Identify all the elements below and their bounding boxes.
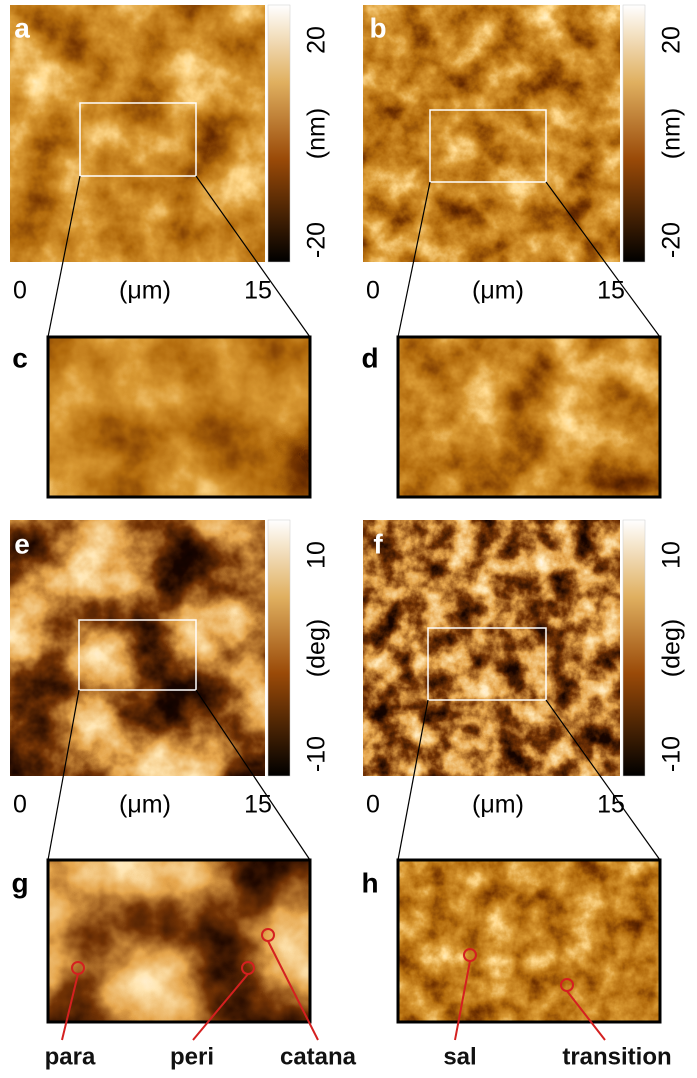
colorbar-min: -20 [303, 222, 331, 258]
colorbar-min: -10 [658, 736, 686, 772]
panel-label: g [11, 867, 28, 898]
colorbar-unit: (deg) [303, 619, 331, 677]
colorbar [623, 520, 645, 776]
colorbar [268, 520, 290, 776]
afm-image [398, 337, 660, 497]
panel: e 10 (deg) -10 0 (μm) 15 [10, 520, 331, 819]
axis-start: 0 [366, 277, 380, 305]
colorbar-max: 10 [658, 541, 686, 569]
afm-image [398, 860, 660, 1022]
axis-end: 15 [597, 277, 625, 305]
afm-image [10, 5, 265, 262]
axis-unit: (μm) [472, 791, 524, 819]
panel: h sal transition [361, 860, 671, 1070]
axis-unit: (μm) [119, 791, 171, 819]
panel-label: e [14, 528, 30, 559]
annotation: transition [562, 1043, 671, 1070]
afm-image [363, 5, 620, 262]
colorbar-max: 10 [303, 541, 331, 569]
colorbar-unit: (deg) [658, 619, 686, 677]
colorbar-max: 20 [658, 26, 686, 54]
axis-end: 15 [244, 791, 272, 819]
afm-image [363, 520, 620, 776]
panel-label: h [361, 867, 378, 898]
axis-start: 0 [13, 791, 27, 819]
colorbar [268, 5, 290, 262]
afm-image [10, 520, 265, 776]
panel-label: d [361, 342, 378, 373]
panel-label: b [369, 12, 386, 43]
axis-start: 0 [13, 277, 27, 305]
colorbar-min: -10 [303, 736, 331, 772]
panel-label: c [12, 342, 28, 373]
colorbar [623, 5, 645, 262]
afm-image [48, 337, 310, 497]
panel: d [361, 337, 660, 497]
colorbar-max: 20 [303, 26, 331, 54]
colorbar-unit: (nm) [658, 108, 686, 159]
panel: c [12, 337, 310, 497]
axis-unit: (μm) [472, 277, 524, 305]
axis-end: 15 [244, 277, 272, 305]
annotation: para [45, 1043, 96, 1070]
annotation: peri [170, 1043, 214, 1070]
panel-label: f [373, 528, 383, 559]
panel: b 20 (nm) -20 0 (μm) 15 [363, 5, 686, 305]
annotation: sal [443, 1043, 476, 1070]
colorbar-unit: (nm) [303, 108, 331, 159]
axis-unit: (μm) [119, 277, 171, 305]
panel: g para peri catana [11, 860, 356, 1070]
panel-label: a [14, 12, 30, 43]
annotation: catana [280, 1043, 357, 1070]
panel: a 20 (nm) -20 0 (μm) 15 [10, 5, 331, 305]
axis-start: 0 [366, 791, 380, 819]
colorbar-min: -20 [658, 222, 686, 258]
figure: a 20 (nm) -20 0 (μm) 15 b 20 (nm) -20 0 (μm) 15 c d e 10 (… [0, 0, 697, 1078]
